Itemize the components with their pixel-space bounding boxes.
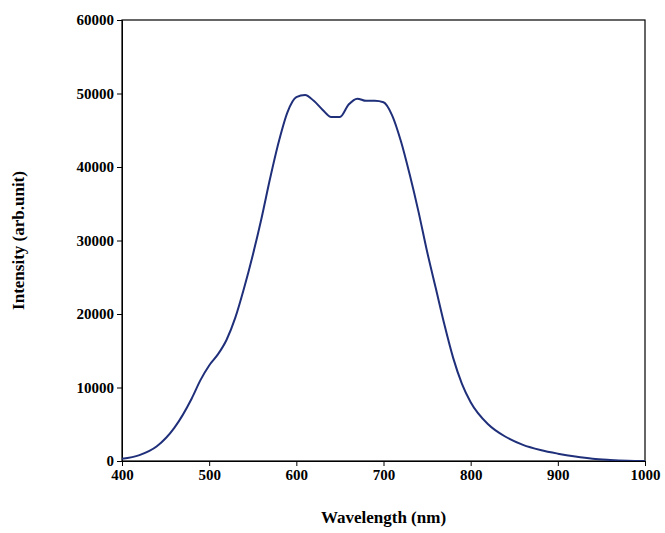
chart: 4005006007008009001000010000200003000040… xyxy=(0,0,665,533)
x-tick: 600 xyxy=(286,461,309,483)
x-tick-mark xyxy=(209,461,210,466)
y-tick-label: 0 xyxy=(107,453,115,469)
x-tick-mark xyxy=(645,461,646,466)
x-tick: 400 xyxy=(111,461,134,483)
y-tick-mark xyxy=(117,20,122,21)
x-tick-label: 600 xyxy=(286,467,309,483)
y-tick-label: 50000 xyxy=(77,86,115,102)
x-axis-line xyxy=(123,462,646,467)
x-tick-label: 700 xyxy=(373,467,396,483)
y-tick-mark xyxy=(117,167,122,168)
plot-area: 4005006007008009001000010000200003000040… xyxy=(77,12,661,482)
x-tick-label: 400 xyxy=(111,467,134,483)
x-tick-label: 800 xyxy=(460,467,483,483)
x-tick-mark xyxy=(471,461,472,466)
y-tick-mark xyxy=(117,314,122,315)
y-axis-title: Intensity (arb.unit) xyxy=(9,171,28,310)
x-tick: 900 xyxy=(547,461,570,483)
y-tick: 60000 xyxy=(77,12,123,28)
x-axis-title: Wavelength (nm) xyxy=(321,508,446,527)
x-tick-label: 900 xyxy=(547,467,570,483)
y-tick: 40000 xyxy=(77,159,123,175)
y-tick: 0 xyxy=(107,453,123,469)
y-tick-label: 60000 xyxy=(77,12,115,28)
y-tick-label: 20000 xyxy=(77,306,115,322)
x-tick: 800 xyxy=(460,461,483,483)
y-axis: 0 10000 20000 30000 40000 50000 60000 xyxy=(77,12,123,469)
y-tick-mark xyxy=(117,94,122,95)
x-axis: 400 500 600 700 800 900 1000 xyxy=(111,461,660,483)
x-tick: 1000 xyxy=(631,461,661,483)
x-tick: 700 xyxy=(373,461,396,483)
x-tick: 500 xyxy=(198,461,221,483)
x-tick-mark xyxy=(558,461,559,466)
x-tick-label: 1000 xyxy=(631,467,661,483)
y-tick: 20000 xyxy=(77,306,123,322)
x-tick-label: 500 xyxy=(198,467,221,483)
y-tick-label: 30000 xyxy=(77,233,115,249)
plot-frame xyxy=(122,20,645,461)
y-tick-label: 40000 xyxy=(77,159,115,175)
spectrum-line xyxy=(122,95,645,461)
y-tick-mark xyxy=(117,461,122,462)
y-tick: 50000 xyxy=(77,86,123,102)
y-tick-mark xyxy=(117,388,122,389)
y-tick: 30000 xyxy=(77,233,123,249)
x-tick-mark xyxy=(296,461,297,466)
data-layer xyxy=(122,95,645,461)
y-tick-mark xyxy=(117,241,122,242)
y-axis-line xyxy=(117,21,123,462)
y-tick: 10000 xyxy=(77,380,123,396)
y-tick-label: 10000 xyxy=(77,380,115,396)
x-tick-mark xyxy=(384,461,385,466)
